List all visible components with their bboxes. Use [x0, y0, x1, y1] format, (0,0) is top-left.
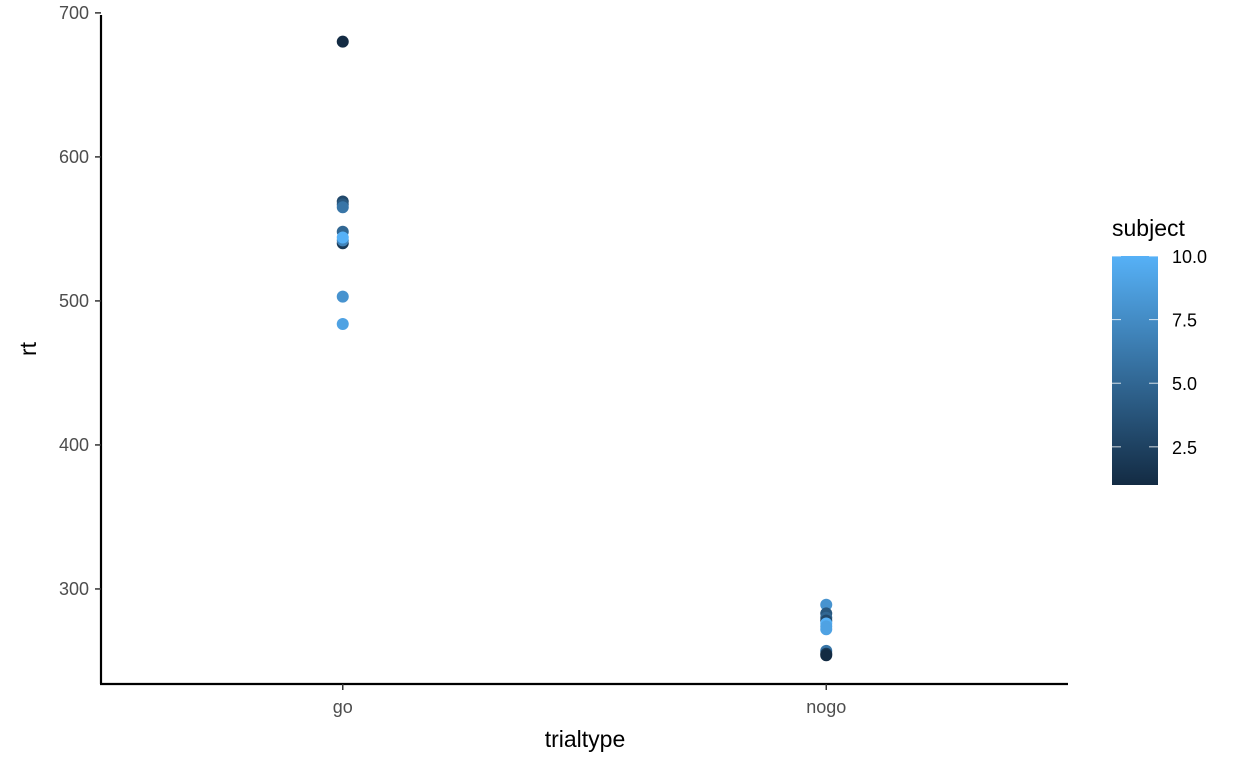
- data-point-go-9: [336, 317, 349, 330]
- data-point-nogo-19: [820, 649, 833, 662]
- legend-tick-label-0: 2.5: [1172, 438, 1197, 458]
- x-tick-label-nogo: nogo: [806, 697, 846, 717]
- legend-tick-label-3: 10.0: [1172, 247, 1207, 267]
- legend-tick-label-2: 7.5: [1172, 311, 1197, 331]
- data-point-nogo-10: [820, 598, 833, 611]
- y-axis-title: rt: [15, 341, 41, 356]
- plot-area: [336, 35, 833, 662]
- legend-title: subject: [1112, 215, 1185, 241]
- y-tick-label-600: 600: [59, 147, 89, 167]
- axes: 300 400 500 600 700 go nogo: [59, 3, 1068, 717]
- x-axis-title: trialtype: [545, 726, 626, 752]
- y-tick-label-400: 400: [59, 435, 89, 455]
- legend-colorbar: [1112, 256, 1158, 485]
- legend-tick-label-1: 5.0: [1172, 374, 1197, 394]
- legend: subject 2.5 5.0 7.5 10.0: [1112, 215, 1207, 485]
- x-tick-label-go: go: [333, 697, 353, 717]
- y-tick-label-300: 300: [59, 579, 89, 599]
- data-point-nogo-16: [820, 623, 833, 636]
- data-point-go-8: [336, 290, 349, 303]
- y-tick-label-700: 700: [59, 3, 89, 23]
- y-tick-label-500: 500: [59, 291, 89, 311]
- data-point-go-3: [336, 201, 349, 214]
- legend-ticks: 2.5 5.0 7.5 10.0: [1112, 247, 1207, 458]
- data-point-go-7: [336, 231, 349, 244]
- data-point-go-0: [336, 35, 349, 48]
